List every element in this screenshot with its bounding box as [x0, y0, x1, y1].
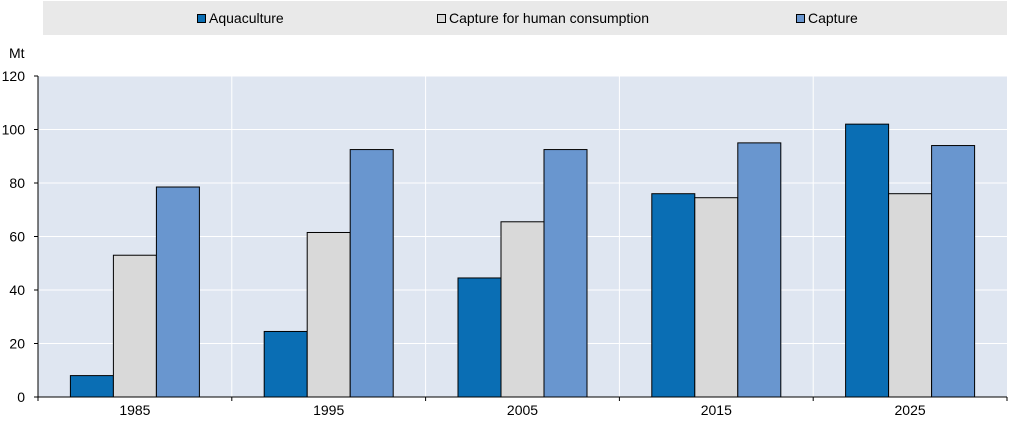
legend-swatch-capture-human — [437, 13, 446, 23]
bar-capture-for-human-consumption-1995 — [306, 231, 351, 398]
y-tick-label: 100 — [2, 122, 26, 138]
bars — [69, 123, 976, 398]
chart-legend: Aquaculture Capture for human consumptio… — [43, 1, 1007, 35]
y-axis-unit: Mt — [9, 45, 25, 61]
bar-capture-for-human-consumption-1985 — [112, 254, 157, 398]
x-tick-label: 1995 — [313, 402, 344, 418]
legend-swatch-capture — [796, 13, 805, 23]
x-tick-label: 2015 — [701, 402, 732, 418]
bar-capture-for-human-consumption-2025 — [888, 193, 933, 398]
x-tick-label: 2025 — [895, 402, 926, 418]
bar-capture-1995 — [349, 149, 394, 398]
legend-item-aquaculture: Aquaculture — [197, 10, 284, 26]
legend-item-capture-human: Capture for human consumption — [437, 10, 649, 26]
y-tick-label: 40 — [9, 282, 25, 298]
bar-aquaculture-1985 — [69, 375, 114, 398]
x-tick-labels: 1985 1995 2005 2015 2025 — [119, 402, 926, 418]
bar-capture-2015 — [737, 142, 782, 398]
y-tick-label: 0 — [17, 389, 25, 405]
bar-capture-2005 — [543, 149, 588, 398]
legend-swatch-aquaculture — [197, 13, 206, 23]
y-tick-labels: 0 20 40 60 80 100 120 — [2, 68, 26, 405]
bar-aquaculture-2025 — [845, 123, 890, 398]
bar-aquaculture-2015 — [651, 193, 696, 398]
y-tick-label: 20 — [9, 336, 25, 352]
legend-label-capture-human: Capture for human consumption — [449, 10, 649, 26]
axes — [34, 75, 1008, 401]
bar-capture-1985 — [155, 186, 200, 398]
bar-aquaculture-2005 — [457, 277, 502, 398]
x-tick-label: 2005 — [507, 402, 538, 418]
y-tick-label: 60 — [9, 229, 25, 245]
legend-label-aquaculture: Aquaculture — [209, 10, 284, 26]
x-tick-label: 1985 — [119, 402, 150, 418]
bar-capture-for-human-consumption-2005 — [500, 221, 545, 398]
bar-capture-2025 — [931, 145, 976, 398]
bar-capture-for-human-consumption-2015 — [694, 197, 739, 398]
y-tick-label: 120 — [2, 68, 26, 84]
legend-label-capture: Capture — [808, 10, 858, 26]
y-tick-label: 80 — [9, 175, 25, 191]
legend-item-capture: Capture — [796, 10, 858, 26]
bar-aquaculture-1995 — [263, 330, 308, 398]
